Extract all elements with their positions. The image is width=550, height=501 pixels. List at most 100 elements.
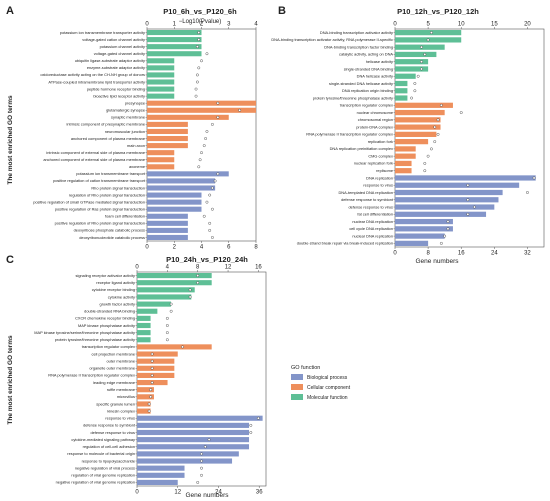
panel-b-pvalue-dot — [420, 67, 423, 71]
panel-b-bar — [395, 66, 429, 72]
panel-c-term-label: negative regulation of viral process — [75, 465, 135, 470]
panel-c-pvalue-dot — [257, 416, 260, 420]
panel-b-term-label: RNA polymerase II transcription regulato… — [306, 132, 393, 137]
panel-a-bar — [147, 107, 256, 113]
panel-b-letter: B — [278, 5, 286, 17]
panel-b-bar — [395, 153, 416, 159]
panel-a-top-axis-title: −Log10(Pvalue) — [179, 19, 222, 25]
panel-c-pvalue-dot — [200, 473, 203, 477]
panel-c-term-label: defense response to virus — [90, 430, 135, 435]
panel-a-pvalue-dot — [205, 52, 209, 56]
panel-b-bar — [395, 124, 441, 130]
panel-b-term-label: DNA replication — [366, 175, 393, 180]
panel-b-term-label: DNA-binding transcription activator acti… — [271, 37, 393, 42]
panel-b-bottom-tick-label: 0 — [393, 251, 397, 257]
panel-b-pvalue-dot — [446, 227, 450, 231]
panel-b-top-tick-label: 5 — [426, 22, 430, 28]
panel-a-bar — [147, 227, 188, 233]
panel-c-bottom-tick-label: 36 — [256, 490, 263, 496]
panel-c-bar — [137, 330, 151, 336]
legend-label-molecular-function: Molecular function — [307, 395, 348, 401]
panel-b-bar — [395, 131, 437, 137]
panel-c-bar — [137, 444, 250, 450]
panel-a-term-label: peptide hormone receptor binding — [87, 86, 145, 91]
panel-a-bar — [147, 100, 256, 106]
panel-c-term-label: regulation of cell-cell adhesion — [83, 444, 135, 449]
panel-c-pvalue-dot — [207, 438, 211, 442]
panel-a-pvalue-dot — [213, 179, 217, 183]
panel-c-pvalue-dot — [150, 374, 154, 377]
panel-b-bar — [395, 211, 487, 217]
panel-c-term-label: ruffle membrane — [107, 387, 135, 392]
panel-b-bar — [395, 80, 408, 87]
panel-a-pvalue-dot — [210, 123, 214, 126]
panel-c-top-tick-label: 12 — [225, 265, 232, 271]
panel-a-bar — [147, 37, 202, 43]
panel-a-pvalue-dot — [194, 87, 198, 91]
panel-a-top-tick-label: 2 — [200, 22, 204, 28]
legend-label-cellular-component: Cellular component — [307, 385, 351, 391]
panel-a-pvalue-dot — [208, 193, 212, 197]
panel-c-bar — [137, 401, 151, 407]
panel-b-title: P10_12h_vs_P120_12h — [397, 7, 479, 16]
panel-c-bottom-tick-label: 12 — [174, 490, 181, 496]
panel-a-pvalue-dot — [216, 115, 220, 119]
panel-b-pvalue-dot — [446, 220, 450, 223]
panel-b-pvalue-dot — [430, 147, 433, 151]
panel-a-bar — [147, 199, 202, 205]
panel-b-term-label: single-stranded DNA helicase activity — [329, 81, 393, 86]
panel-c-top-tick-label: 8 — [196, 265, 200, 271]
panel-a-term-label: positive regulation of small GTPase medi… — [33, 199, 145, 204]
panel-c-term-label: response to virus — [105, 416, 135, 421]
panel-a-top-tick-label: 3 — [227, 22, 231, 28]
panel-c-bar — [137, 465, 185, 471]
panel-c-term-label: cytokine receptor binding — [92, 287, 135, 292]
panel-b-bar — [395, 146, 416, 152]
panel-c-pvalue-dot — [165, 331, 169, 335]
panel-c-term-label: kinesin complex — [107, 408, 135, 413]
panel-c-bar — [137, 387, 154, 393]
panel-c-pvalue-dot — [196, 481, 200, 484]
panel-b-bar — [395, 51, 437, 58]
panel-c-pvalue-dot — [169, 309, 173, 313]
panel-c-pvalue-dot — [196, 281, 200, 285]
panel-b-term-label: chromosomal region — [358, 117, 393, 122]
panel-b-term-label: double-strand break repair via break-ind… — [297, 241, 393, 246]
panel-c-pvalue-dot — [200, 466, 203, 470]
panel-c-bar — [137, 422, 250, 428]
panel-a-term-label: presynapse — [125, 101, 145, 106]
panel-c-pvalue-dot — [150, 352, 154, 356]
panel-c-pvalue-dot — [150, 359, 154, 363]
panel-a-term-label: synaptic membrane — [111, 115, 145, 120]
panel-b-pvalue-dot — [423, 53, 427, 56]
panel-c-term-label: specific granule lumen — [96, 401, 135, 406]
panel-b-term-label: protein tyrosine/threonine phosphatase a… — [313, 95, 393, 100]
panel-a-term-label: foam cell differentiation — [105, 214, 145, 219]
panel-a-term-label: Rho protein signal transduction — [91, 185, 145, 190]
panel-c-term-label: response to molecule of bacterial origin — [67, 451, 135, 456]
panel-c-pvalue-dot — [165, 316, 169, 320]
panel-a-term-label: voltage-gated channel activity — [94, 51, 145, 56]
panel-a-term-label: regulation of Rho protein signal transdu… — [69, 192, 145, 197]
panel-a-bottom-tick-label: 8 — [254, 245, 258, 251]
panel-a-term-label: positive regulation of cation transmembr… — [53, 178, 146, 183]
panel-a-bottom-tick-label: 4 — [200, 245, 204, 251]
panel-c-bar — [137, 429, 250, 436]
panel-c-bar — [137, 437, 250, 443]
panel-a-pvalue-dot — [198, 158, 202, 162]
panel-c-bar — [137, 365, 175, 371]
panel-c-pvalue-dot — [165, 338, 169, 342]
panel-b-bar — [395, 182, 520, 188]
panel-b-bar — [395, 59, 429, 65]
panel-b-term-label: defense response to symbiont — [341, 197, 394, 202]
panel-b: B P10_12h_vs_P120_12h DNA-binding transc… — [271, 5, 545, 265]
panel-b-plot: DNA-binding transcription activator acti… — [271, 22, 545, 257]
panel-b-term-label: nuclear DNA replication — [352, 219, 393, 224]
panel-a-pvalue-dot — [197, 31, 201, 34]
panel-a-term-label: potassium ion transmembrane transport — [76, 171, 146, 176]
panel-c-bar — [137, 472, 185, 478]
panel-b-top-tick-label: 20 — [524, 22, 531, 28]
panel-a-bottom-tick-label: 0 — [145, 245, 149, 251]
panel-a-bar — [147, 143, 188, 149]
panel-b-pvalue-dot — [436, 118, 440, 122]
